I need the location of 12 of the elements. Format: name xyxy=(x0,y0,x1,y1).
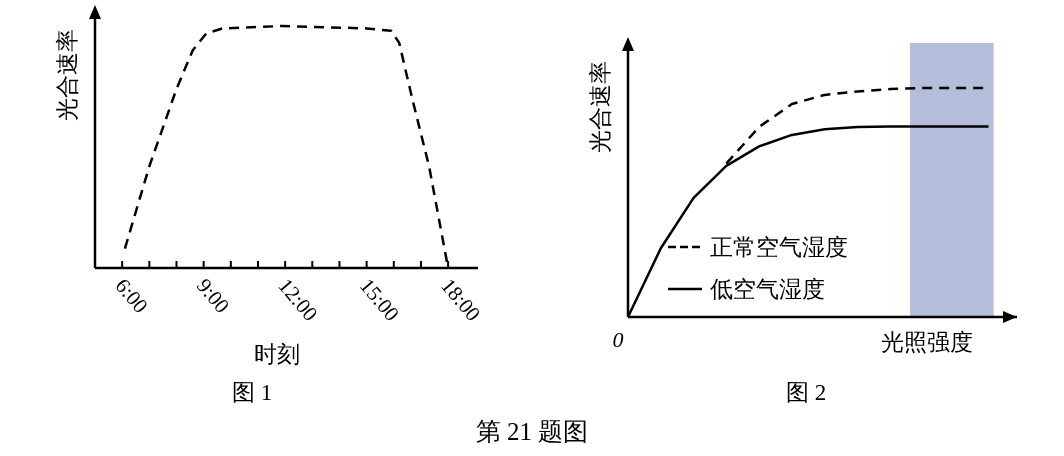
x-axis-title: 时刻 xyxy=(253,342,300,367)
text: 第 21 题图 xyxy=(475,418,589,445)
x-tick-label: 6:00 xyxy=(110,273,153,318)
text: 图 1 xyxy=(231,380,273,405)
x-tick-label: 9:00 xyxy=(191,273,235,318)
text: 0 xyxy=(612,327,624,352)
y-axis-title: 光合速率 xyxy=(55,29,80,121)
legend-label: 低空气湿度 xyxy=(710,277,825,302)
text: 图 2 xyxy=(785,380,827,405)
x-axis-title: 光照强度 xyxy=(881,330,973,355)
y-axis-title: 光合速率 xyxy=(588,61,613,153)
legend-label: 正常空气湿度 xyxy=(710,235,848,260)
